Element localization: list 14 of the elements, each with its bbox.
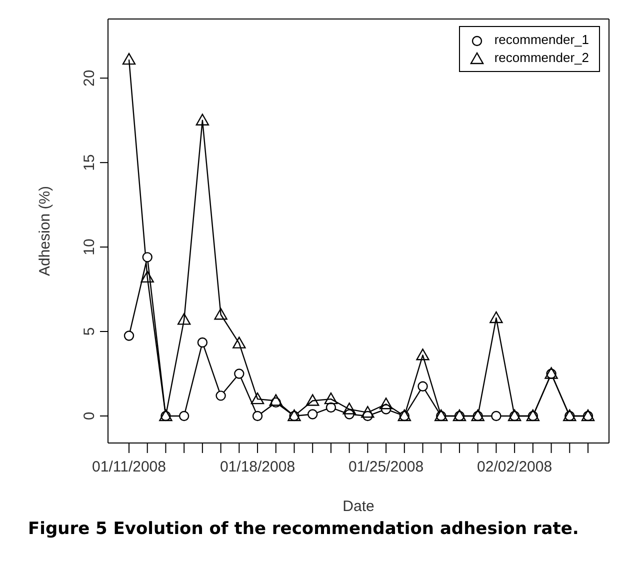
- caption: Figure 5 Evolution of the recommendation adhesion rate.: [28, 519, 580, 539]
- x-tick-label: 01/11/2008: [92, 458, 166, 476]
- y-tick-label: 10: [81, 238, 98, 256]
- y-tick-label: 20: [81, 70, 98, 86]
- y-tick-label: 0: [81, 412, 98, 420]
- y-tick-label: 5: [81, 327, 98, 336]
- x-tick-label: 01/25/2008: [348, 458, 424, 476]
- x-tick-label: 02/02/2008: [477, 458, 552, 476]
- x-tick-label: 01/18/2008: [220, 458, 296, 476]
- legend-label: recommender_2: [494, 49, 589, 67]
- x-axis-title: Date: [342, 498, 374, 515]
- legend-label: recommender_1: [494, 31, 589, 49]
- y-tick-label: 15: [81, 154, 98, 171]
- y-axis-title: Adhesion (%): [36, 186, 54, 276]
